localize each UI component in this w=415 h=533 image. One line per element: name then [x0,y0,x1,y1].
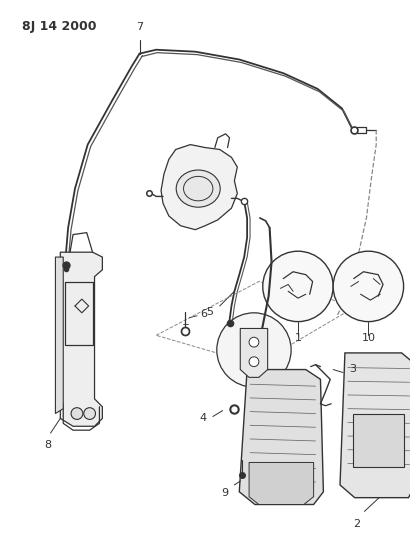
Circle shape [217,313,291,387]
Circle shape [263,251,333,321]
Text: 2: 2 [353,519,360,529]
Text: 3: 3 [349,364,356,374]
Text: 5: 5 [206,307,213,317]
Circle shape [84,408,95,419]
Ellipse shape [176,170,220,207]
Polygon shape [340,353,415,498]
Text: 9: 9 [221,488,228,498]
Circle shape [333,251,404,321]
Text: 8J 14 2000: 8J 14 2000 [22,20,97,34]
Text: 8: 8 [44,440,51,450]
Text: 4: 4 [200,414,207,423]
Polygon shape [60,252,103,426]
Polygon shape [240,328,268,377]
Circle shape [249,337,259,347]
Polygon shape [249,463,314,505]
Text: 1: 1 [295,333,301,343]
Polygon shape [56,257,63,414]
Circle shape [71,408,83,419]
FancyBboxPatch shape [353,414,404,467]
Polygon shape [161,144,237,230]
Text: 6: 6 [200,309,207,319]
Text: 10: 10 [361,333,376,343]
Circle shape [249,357,259,367]
Polygon shape [239,369,323,505]
Text: 7: 7 [136,22,143,32]
